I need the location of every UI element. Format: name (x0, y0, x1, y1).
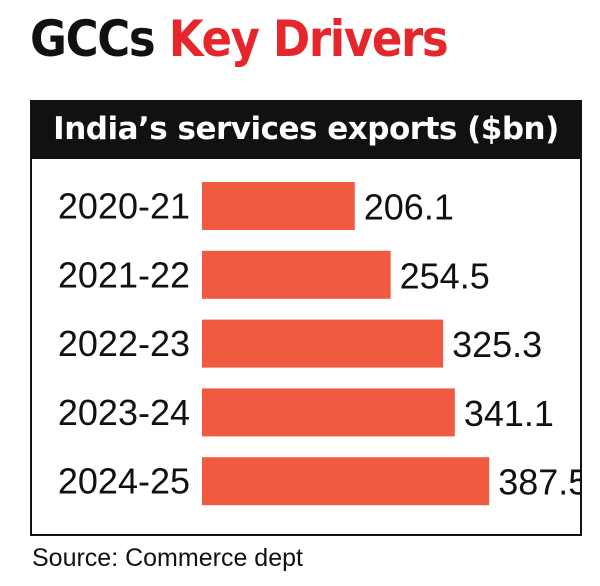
bar (202, 457, 490, 506)
title-part-1: GCCs (30, 10, 156, 68)
value-label: 387.5 (498, 462, 580, 503)
bar (202, 388, 455, 437)
bar (202, 319, 444, 368)
category-label: 2022-23 (58, 323, 190, 364)
value-label: 206.1 (364, 187, 454, 228)
category-label: 2020-21 (58, 186, 190, 227)
title-part-2: Key Drivers (168, 10, 449, 68)
source-note: Source: Commerce dept (32, 544, 303, 572)
bar (202, 250, 391, 299)
value-label: 341.1 (464, 393, 554, 434)
value-label: 325.3 (452, 324, 542, 365)
chart-subtitle: India’s services exports ($bn) (30, 100, 582, 159)
bar-chart: 2020-21 206.1 2021-22 254.5 2022-23 325.3 2023… (58, 182, 580, 506)
bar (202, 182, 355, 230)
category-label: 2023-24 (58, 392, 190, 433)
value-label: 254.5 (400, 255, 490, 296)
chart-title: GCCs Key Drivers (30, 14, 449, 64)
chart-frame: 2020-21 206.1 2021-22 254.5 2022-23 325.3 2023… (30, 159, 582, 536)
category-label: 2024-25 (58, 461, 190, 502)
category-label: 2021-22 (58, 254, 190, 295)
